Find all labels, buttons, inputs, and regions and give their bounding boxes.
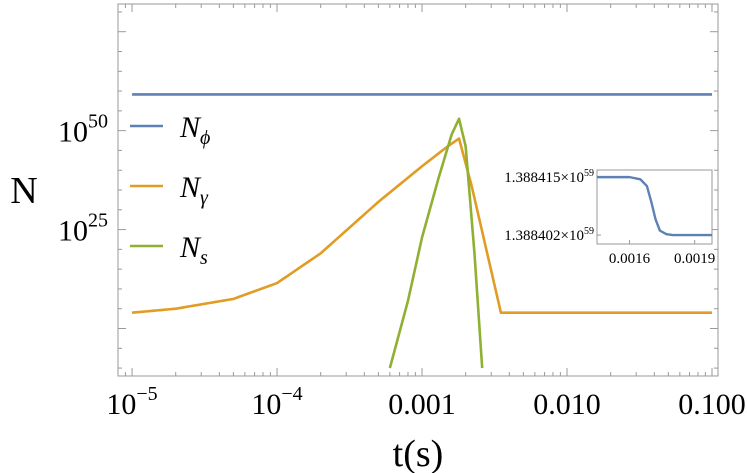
inset-y-tick-label: 1.388415×1059 <box>504 168 594 186</box>
inset-frame <box>596 169 713 245</box>
legend-entry: Ns <box>179 231 208 269</box>
x-axis-label: t(s) <box>393 433 444 473</box>
inset-x-tick-label: 0.0016 <box>609 251 651 267</box>
y-tick-exp: 50 <box>88 111 108 133</box>
series-lines <box>131 93 712 369</box>
y-tick-base: 10 <box>58 116 88 149</box>
y-axis-label: N <box>10 170 37 212</box>
x-tick-base: 10 <box>106 388 136 421</box>
x-tick-label: 10−4 <box>251 383 302 421</box>
inset-y-tick-base: 1.388402×10 <box>504 228 584 244</box>
legend-name: N <box>179 171 202 204</box>
series-line-1 <box>131 137 712 314</box>
inset-y-tick-label: 1.388402×1059 <box>504 226 594 244</box>
legend-sub: γ <box>200 187 209 209</box>
x-tick-label: 10−5 <box>106 383 157 421</box>
inset-y-tick-exp: 59 <box>584 168 594 179</box>
x-tick-text: 0.100 <box>678 388 746 421</box>
legend-entry: Nϕ <box>179 111 210 149</box>
legend-name: N <box>179 231 202 264</box>
x-ticks: 10−5 10−4 0.001 0.010 0.100 <box>106 4 746 421</box>
series-line-2 <box>388 117 484 369</box>
x-tick-base: 10 <box>251 388 281 421</box>
x-tick-text: 0.001 <box>388 388 456 421</box>
inset-series-line-0 <box>597 175 712 237</box>
legend-name: N <box>179 111 202 144</box>
y-tick-exp: 25 <box>88 210 108 232</box>
y-tick-label: 1025 <box>58 210 108 248</box>
inset-y-tick-base: 1.388415×10 <box>504 170 584 186</box>
y-tick-base: 10 <box>58 215 88 248</box>
legend-sub: s <box>200 247 208 269</box>
x-tick-label: 0.100 <box>678 388 746 421</box>
x-tick-label: 0.001 <box>388 388 456 421</box>
legend-sub: ϕ <box>200 127 210 149</box>
y-tick-label: 1050 <box>58 111 108 149</box>
x-tick-text: 0.010 <box>533 388 601 421</box>
x-tick-label: 0.010 <box>533 388 601 421</box>
inset-x-tick-label: 0.0019 <box>674 251 715 267</box>
x-tick-exp: −5 <box>136 383 157 405</box>
inset-y-tick-exp: 59 <box>584 226 594 237</box>
legend-entry: Nγ <box>179 171 209 209</box>
x-tick-exp: −4 <box>281 383 302 405</box>
